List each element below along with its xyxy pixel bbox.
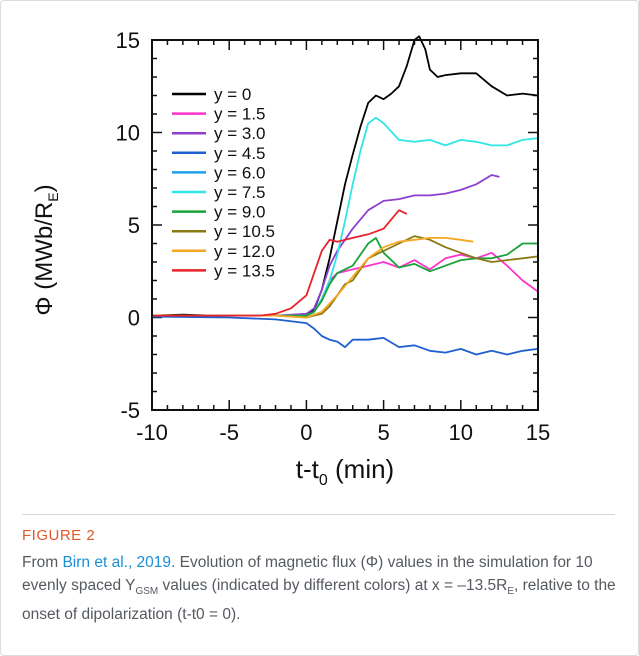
legend-label: y = 12.0 xyxy=(214,242,275,261)
y-tick-label: 10 xyxy=(116,121,140,146)
x-tick-label: 15 xyxy=(526,420,550,445)
x-tick-label: 0 xyxy=(300,420,312,445)
x-tick-label: -10 xyxy=(136,420,168,445)
y-tick-label: 15 xyxy=(116,28,140,53)
caption-divider xyxy=(22,514,615,515)
y-tick-label: 0 xyxy=(128,306,140,331)
series-line xyxy=(152,237,538,317)
x-tick-label: 10 xyxy=(449,420,473,445)
x-axis-label: t-t0 (min) xyxy=(296,454,394,489)
x-tick-labels: -10 -5 0 5 10 15 xyxy=(136,420,550,445)
x-tick-label: 5 xyxy=(377,420,389,445)
series-line xyxy=(152,237,474,319)
series-line xyxy=(151,35,539,317)
legend-label: y = 4.5 xyxy=(214,144,266,163)
legend-label: y = 13.5 xyxy=(214,261,275,280)
legend-label: y = 3.0 xyxy=(214,124,266,143)
legend-label: y = 10.5 xyxy=(214,222,275,241)
caption-text-c: , relative to the onset of dipolarizatio… xyxy=(22,577,616,624)
legend-label: y = 9.0 xyxy=(214,203,266,222)
y-tick-label: -5 xyxy=(120,398,140,423)
y-tick-labels: -5 0 5 10 15 xyxy=(116,28,140,423)
series-line xyxy=(151,315,539,356)
series-line xyxy=(152,235,539,319)
legend-label: y = 6.0 xyxy=(214,163,266,182)
series-line xyxy=(152,174,500,317)
legend-label: y = 7.5 xyxy=(214,183,266,202)
caption-sub-e: E xyxy=(507,586,515,598)
caption-text-b: values (indicated by different colors) a… xyxy=(158,577,508,594)
figure-label: FIGURE 2 xyxy=(22,527,96,544)
y-axis-label: Φ (MWb/RE) xyxy=(31,184,61,315)
legend-label: y = 0 xyxy=(214,85,251,104)
citation-link[interactable]: Birn et al., 2019 xyxy=(62,554,172,571)
series-lines xyxy=(151,35,539,356)
caption-sub-gsm: GSM xyxy=(135,586,159,598)
figure-caption: From Birn et al., 2019. Evolution of mag… xyxy=(22,551,622,626)
legend: y = 0y = 1.5y = 3.0y = 4.5y = 6.0y = 7.5… xyxy=(172,85,275,280)
caption-text-start: From xyxy=(22,554,63,571)
y-tick-label: 5 xyxy=(128,213,140,238)
plot-frame xyxy=(151,39,539,411)
x-tick-label: -5 xyxy=(219,420,239,445)
caption-text-a: . Evolution of magnetic flux (Φ) values … xyxy=(22,554,593,594)
series-line xyxy=(152,209,408,317)
legend-label: y = 1.5 xyxy=(214,105,266,124)
flux-line-chart: y = 0y = 1.5y = 3.0y = 4.5y = 6.0y = 7.5… xyxy=(31,28,550,489)
